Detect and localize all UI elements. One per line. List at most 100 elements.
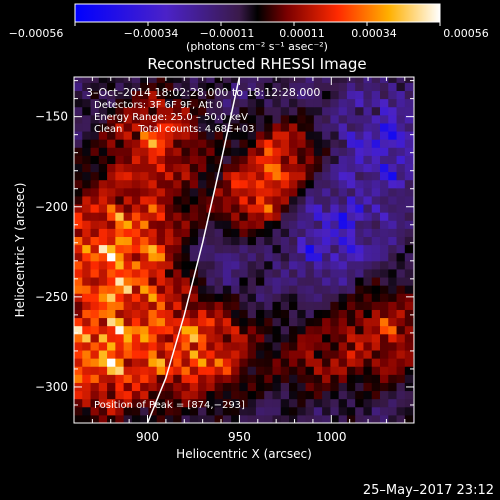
heatmap-cell xyxy=(131,325,141,335)
heatmap-cell xyxy=(355,90,364,100)
heatmap-cell xyxy=(371,317,381,327)
heatmap-cell xyxy=(396,309,406,319)
heatmap-cell xyxy=(363,317,373,327)
heatmap-cell xyxy=(255,333,265,343)
heatmap-cell xyxy=(98,252,108,262)
heatmap-cell xyxy=(214,195,224,205)
heatmap-cell xyxy=(131,358,141,367)
heatmap-cell xyxy=(239,131,249,140)
heatmap-cell xyxy=(264,341,273,351)
heatmap-cell xyxy=(272,260,282,270)
heatmap-cell xyxy=(90,77,100,83)
heatmap-cell xyxy=(388,90,398,100)
heatmap-cell xyxy=(264,122,273,132)
heatmap-cell xyxy=(148,374,158,383)
heatmap-cell xyxy=(173,268,183,278)
heatmap-cell xyxy=(140,195,149,205)
heatmap-cell xyxy=(305,98,315,108)
heatmap-cell xyxy=(173,317,183,327)
heatmap-cell xyxy=(396,317,406,327)
heatmap-cell xyxy=(98,277,108,286)
heatmap-cell xyxy=(181,155,191,164)
heatmap-cell xyxy=(363,212,373,221)
heatmap-cell xyxy=(140,163,149,173)
heatmap-cell xyxy=(313,147,323,156)
heatmap-cell xyxy=(115,204,125,213)
heatmap-cell xyxy=(74,260,83,270)
heatmap-cell xyxy=(189,147,199,156)
heatmap-cell xyxy=(330,155,340,164)
heatmap-cell xyxy=(115,90,125,100)
heatmap-cell xyxy=(297,244,307,254)
heatmap-cell xyxy=(140,82,149,92)
heatmap-cell xyxy=(355,398,364,408)
heatmap-cell xyxy=(289,382,298,392)
heatmap-cell xyxy=(280,317,290,327)
heatmap-cell xyxy=(164,122,174,132)
heatmap-cell xyxy=(313,114,323,124)
heatmap-cell xyxy=(239,179,249,189)
heatmap-cell xyxy=(280,414,290,423)
heatmap-cell xyxy=(107,171,116,181)
heatmap-cell xyxy=(264,293,273,302)
heatmap-cell xyxy=(404,155,414,164)
heatmap-cell xyxy=(363,90,373,100)
heatmap-cell xyxy=(280,309,290,319)
heatmap-cell xyxy=(90,244,100,254)
heatmap-cell xyxy=(346,236,356,246)
heatmap-cell xyxy=(156,171,166,181)
heatmap-cell xyxy=(338,77,348,83)
heatmap-cell xyxy=(371,90,381,100)
heatmap-cell xyxy=(264,195,273,205)
heatmap-cell xyxy=(305,390,315,400)
heatmap-cell xyxy=(322,260,331,270)
heatmap-cell xyxy=(74,268,83,278)
heatmap-cell xyxy=(355,317,364,327)
heatmap-cell xyxy=(115,163,125,173)
heatmap-cell xyxy=(131,333,141,343)
heatmap-cell xyxy=(363,204,373,213)
heatmap-cell xyxy=(322,171,331,181)
heatmap-cell xyxy=(338,82,348,92)
heatmap-cell xyxy=(371,350,381,359)
heatmap-cell xyxy=(98,187,108,197)
heatmap-cell xyxy=(363,106,373,116)
heatmap-cell xyxy=(131,252,141,262)
heatmap-cell xyxy=(280,350,290,359)
heatmap-cell xyxy=(231,414,240,423)
y-tick-label: −300 xyxy=(35,380,68,394)
heatmap-cell xyxy=(206,358,216,367)
heatmap-cell xyxy=(98,382,108,392)
heatmap-cell xyxy=(388,187,398,197)
heatmap-cell xyxy=(272,317,282,327)
heatmap-cell xyxy=(164,414,174,423)
heatmap-cell xyxy=(90,131,100,140)
heatmap-cell xyxy=(247,131,257,140)
heatmap-cell xyxy=(322,106,331,116)
heatmap-cell xyxy=(98,114,108,124)
heatmap-cell xyxy=(123,309,133,319)
heatmap-cell xyxy=(313,179,323,189)
heatmap-cell xyxy=(222,252,232,262)
heatmap-cell xyxy=(338,277,348,286)
heatmap-cell xyxy=(90,293,100,302)
heatmap-cell xyxy=(272,179,282,189)
heatmap-cell xyxy=(272,374,282,383)
heatmap-cell xyxy=(305,122,315,132)
heatmap-cell xyxy=(214,293,224,302)
heatmap-cell xyxy=(272,187,282,197)
heatmap-cell xyxy=(322,204,331,213)
heatmap-cell xyxy=(214,358,224,367)
heatmap-cell xyxy=(198,155,207,164)
footer-date: 25–May–2017 23:12 xyxy=(363,483,494,498)
heatmap-cell xyxy=(131,139,141,148)
heatmap-cell xyxy=(313,350,323,359)
heatmap-cell xyxy=(297,260,307,270)
heatmap-cell xyxy=(330,228,340,237)
heatmap-cell xyxy=(313,309,323,319)
heatmap-cell xyxy=(90,260,100,270)
heatmap-cell xyxy=(98,260,108,270)
heatmap-cell xyxy=(115,285,125,294)
heatmap-cell xyxy=(164,179,174,189)
heatmap-cell xyxy=(131,382,141,392)
